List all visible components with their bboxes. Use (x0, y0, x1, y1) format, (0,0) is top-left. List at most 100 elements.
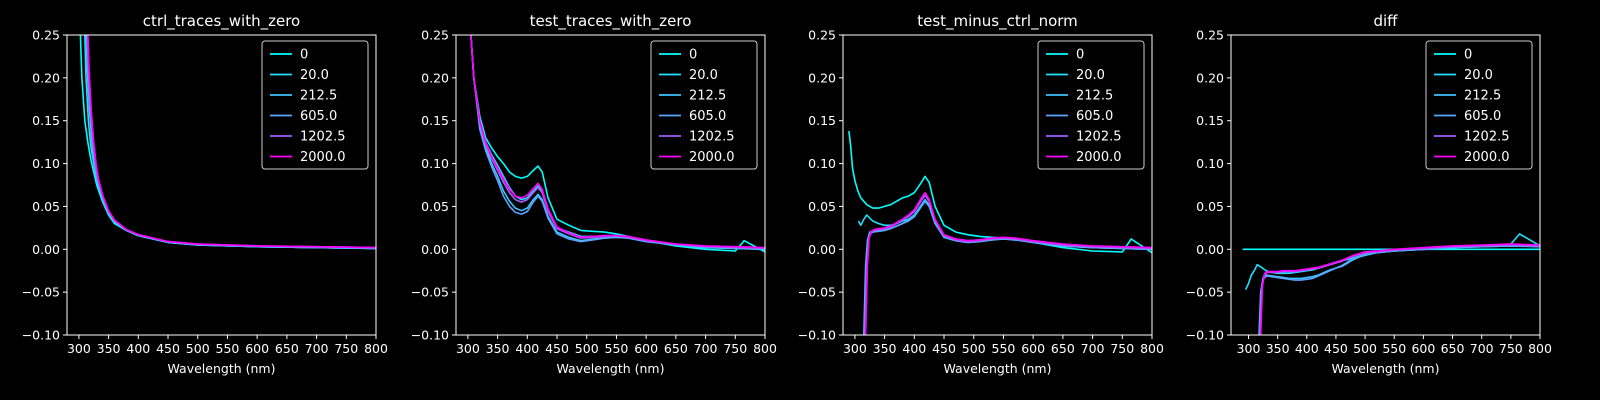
y-tick-label: −0.05 (1186, 285, 1224, 300)
axes-frame (66, 34, 377, 336)
x-tick-label: 650 (275, 341, 299, 356)
x-tick-label: 550 (1382, 341, 1406, 356)
x-tick-label: 450 (932, 341, 956, 356)
y-tick-label: 0.25 (32, 28, 60, 43)
legend-label: 605.0 (689, 109, 726, 124)
x-tick-label: 800 (364, 341, 388, 356)
x-tick-label: 800 (1528, 341, 1552, 356)
y-tick-label: 0.20 (32, 70, 60, 85)
legend-label: 1202.5 (689, 130, 735, 145)
chart-title: ctrl_traces_with_zero (143, 12, 300, 31)
x-tick-label: 750 (334, 341, 358, 356)
x-tick-label: 400 (902, 341, 926, 356)
legend-box (261, 40, 369, 170)
series-line-4 (470, 35, 765, 250)
y-tick-label: 0.25 (808, 28, 836, 43)
chart-title: test_minus_ctrl_norm (917, 12, 1078, 31)
y-tick-label: 0.05 (1196, 199, 1224, 214)
legend-label: 2000.0 (1464, 150, 1510, 165)
x-tick-label: 450 (545, 341, 569, 356)
axes-frame (842, 34, 1153, 336)
x-tick-label: 650 (664, 341, 688, 356)
x-tick-label: 550 (605, 341, 629, 356)
series-lines (470, 35, 765, 253)
y-tick-label: 0.00 (421, 242, 449, 257)
legend-label: 212.5 (300, 89, 337, 104)
y-tick-label: 0.10 (421, 156, 449, 171)
legend-label: 0 (689, 48, 697, 63)
x-axis-label: Wavelength (nm) (557, 361, 665, 376)
x-tick-label: 700 (1470, 341, 1494, 356)
x-tick-label: 450 (156, 341, 180, 356)
y-tick-label: −0.10 (1186, 328, 1224, 343)
legend-label: 0 (1076, 48, 1084, 63)
x-tick-label: 650 (1441, 341, 1465, 356)
legend-label: 1202.5 (1464, 130, 1510, 145)
series-lines (848, 130, 1152, 335)
legend: 0 20.0 212.5 605.0 1202.5 2000.0 (650, 40, 758, 170)
x-tick-label: 500 (1353, 341, 1377, 356)
y-tick-label: −0.05 (411, 285, 449, 300)
series-line-4 (1258, 245, 1540, 335)
x-tick-label: 750 (1110, 341, 1134, 356)
legend-label: 605.0 (1464, 109, 1501, 124)
axes-frame (1230, 34, 1541, 336)
chart-title: test_traces_with_zero (530, 12, 692, 31)
chart-title: diff (1373, 12, 1398, 30)
y-tick-label: −0.10 (22, 328, 60, 343)
legend-label: 20.0 (689, 68, 718, 83)
x-tick-label: 550 (992, 341, 1016, 356)
x-tick-label: 600 (245, 341, 269, 356)
y-tick-label: 0.00 (1196, 242, 1224, 257)
legend: 0 20.0 212.5 605.0 1202.5 2000.0 (1425, 40, 1533, 170)
x-tick-label: 400 (515, 341, 539, 356)
x-tick-label: 700 (694, 341, 718, 356)
x-tick-label: 350 (873, 341, 897, 356)
y-tick-label: −0.10 (411, 328, 449, 343)
x-tick-label: 600 (1411, 341, 1435, 356)
legend-label: 605.0 (1076, 109, 1113, 124)
x-tick-label: 700 (305, 341, 329, 356)
chart-4: 300 350 400 450 500 550 600 650 700 750 800 −0.10 −0… (1186, 12, 1552, 376)
chart-3: 300 350 400 450 500 550 600 650 700 750 800 −0.10 −0… (798, 12, 1164, 376)
legend-label: 212.5 (1464, 89, 1501, 104)
legend-label: 1202.5 (1076, 130, 1122, 145)
y-tick-label: 0.05 (32, 199, 60, 214)
x-axis-label: Wavelength (nm) (168, 361, 276, 376)
y-tick-label: 0.20 (1196, 70, 1224, 85)
legend-label: 212.5 (1076, 89, 1113, 104)
x-tick-label: 800 (753, 341, 777, 356)
x-axis-label: Wavelength (nm) (1332, 361, 1440, 376)
x-tick-label: 600 (1021, 341, 1045, 356)
y-tick-label: 0.20 (808, 70, 836, 85)
series-line-5 (470, 35, 765, 250)
series-line-6 (470, 35, 765, 249)
x-tick-label: 450 (1324, 341, 1348, 356)
x-tick-label: 800 (1140, 341, 1164, 356)
y-tick-label: 0.05 (808, 199, 836, 214)
x-tick-label: 300 (1237, 341, 1261, 356)
y-tick-label: 0.05 (421, 199, 449, 214)
legend-label: 212.5 (689, 89, 726, 104)
y-tick-label: 0.20 (421, 70, 449, 85)
legend-box (1037, 40, 1145, 170)
legend-label: 2000.0 (689, 150, 735, 165)
x-tick-label: 300 (456, 341, 480, 356)
x-tick-label: 750 (723, 341, 747, 356)
y-tick-label: −0.10 (798, 328, 836, 343)
y-tick-label: −0.05 (798, 285, 836, 300)
y-tick-label: −0.05 (22, 285, 60, 300)
legend-label: 605.0 (300, 109, 337, 124)
series-lines (1242, 233, 1540, 335)
x-tick-label: 500 (962, 341, 986, 356)
chart-1: 300 350 400 450 500 550 600 650 700 750 800 −0.10 −0… (22, 12, 388, 376)
legend-label: 20.0 (1464, 68, 1493, 83)
legend: 0 20.0 212.5 605.0 1202.5 2000.0 (261, 40, 369, 170)
x-axis-label: Wavelength (nm) (944, 361, 1052, 376)
x-tick-label: 750 (1499, 341, 1523, 356)
x-tick-label: 350 (486, 341, 510, 356)
y-tick-label: 0.25 (421, 28, 449, 43)
y-tick-label: 0.15 (421, 113, 449, 128)
x-tick-label: 500 (186, 341, 210, 356)
